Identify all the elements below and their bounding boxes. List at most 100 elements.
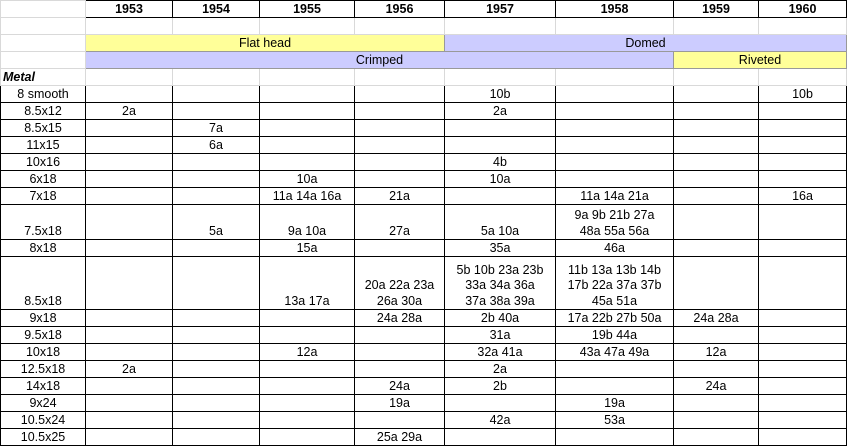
table-cell xyxy=(259,85,355,103)
table-cell xyxy=(85,204,173,240)
table-row: 9.5x18 31a 19b 44a xyxy=(0,326,847,344)
table-cell: 9a 9b 21b 27a 48a 55a 56a xyxy=(555,204,674,240)
table-cell xyxy=(354,119,445,137)
metal-label-row: Metal xyxy=(0,68,847,86)
table-cell xyxy=(758,170,847,188)
table-cell xyxy=(444,119,556,137)
table-cell xyxy=(758,153,847,171)
table-cell xyxy=(758,377,847,395)
table-cell: 11b 13a 13b 14b 17b 22a 37a 37b 45a 51a xyxy=(555,256,674,310)
table-cell xyxy=(259,428,355,446)
table-cell xyxy=(259,102,355,120)
size-label: 9x24 xyxy=(0,394,86,412)
table-cell: 6a xyxy=(172,136,260,154)
table-cell xyxy=(673,85,759,103)
year-header: 1953 xyxy=(85,0,173,18)
table-cell xyxy=(259,377,355,395)
table-cell xyxy=(758,326,847,344)
table-cell xyxy=(555,170,674,188)
year-header-row: 1953 1954 1955 1956 1957 1958 1959 1960 xyxy=(0,0,847,18)
table-cell xyxy=(555,153,674,171)
table-row: 10x16 4b xyxy=(0,153,847,171)
table-cell: 9a 10a xyxy=(259,204,355,240)
table-row: 9x18 24a 28a 2b 40a 17a 22b 27b 50a 24a 28a xyxy=(0,309,847,327)
table-cell xyxy=(85,309,173,327)
table-row: 12.5x18 2a 2a xyxy=(0,360,847,378)
table-row: 14x18 24a 2b 24a xyxy=(0,377,847,395)
table-cell xyxy=(259,394,355,412)
table-cell xyxy=(673,204,759,240)
table-cell xyxy=(259,136,355,154)
table-cell: 42a xyxy=(444,411,556,429)
size-label: 12.5x18 xyxy=(0,360,86,378)
table-cell: 12a xyxy=(673,343,759,361)
table-cell xyxy=(259,153,355,171)
table-cell xyxy=(259,360,355,378)
year-header: 1959 xyxy=(673,0,759,18)
table-cell xyxy=(85,170,173,188)
table-cell xyxy=(172,394,260,412)
size-label: 6x18 xyxy=(0,170,86,188)
table-cell: 19b 44a xyxy=(555,326,674,344)
table-cell: 10b xyxy=(444,85,556,103)
table-cell: 13a 17a xyxy=(259,256,355,310)
table-row: 8 smooth 10b 10b xyxy=(0,85,847,103)
fastening-row: Crimped Riveted xyxy=(0,51,847,69)
riveted-band: Riveted xyxy=(673,51,847,69)
table-cell xyxy=(85,326,173,344)
table-cell xyxy=(673,187,759,205)
table-cell xyxy=(259,326,355,344)
size-label: 8.5x18 xyxy=(0,256,86,310)
table-cell: 7a xyxy=(172,119,260,137)
table-cell xyxy=(758,136,847,154)
size-label: 7x18 xyxy=(0,187,86,205)
table-cell xyxy=(85,85,173,103)
table-cell xyxy=(673,239,759,257)
table-row: 8.5x18 13a 17a 20a 22a 23a 26a 30a 5b 10b 23… xyxy=(0,256,847,310)
table-cell xyxy=(758,119,847,137)
table-row: 8.5x15 7a xyxy=(0,119,847,137)
table-row: 6x18 10a 10a xyxy=(0,170,847,188)
table-row: 10.5x24 42a 53a xyxy=(0,411,847,429)
table-cell: 11a 14a 21a xyxy=(555,187,674,205)
spacer-row xyxy=(0,17,847,35)
size-label: 10.5x25 xyxy=(0,428,86,446)
table-cell: 31a xyxy=(444,326,556,344)
table-cell xyxy=(172,153,260,171)
table-cell: 2b 40a xyxy=(444,309,556,327)
table-cell: 20a 22a 23a 26a 30a xyxy=(354,256,445,310)
table-cell: 27a xyxy=(354,204,445,240)
table-cell xyxy=(555,119,674,137)
table-row: 11x15 6a xyxy=(0,136,847,154)
table-row: 10x18 12a 32a 41a 43a 47a 49a 12a xyxy=(0,343,847,361)
table-cell xyxy=(259,119,355,137)
size-label: 11x15 xyxy=(0,136,86,154)
crimped-band: Crimped xyxy=(85,51,674,69)
table-cell xyxy=(758,411,847,429)
table-cell xyxy=(354,85,445,103)
size-label: 8.5x12 xyxy=(0,102,86,120)
table-cell xyxy=(555,360,674,378)
table-cell xyxy=(758,239,847,257)
size-label: 8.5x15 xyxy=(0,119,86,137)
table-cell xyxy=(444,136,556,154)
table-cell: 5a 10a xyxy=(444,204,556,240)
table-cell xyxy=(172,102,260,120)
table-cell xyxy=(444,394,556,412)
table-cell xyxy=(758,394,847,412)
table-cell xyxy=(85,343,173,361)
table-cell xyxy=(758,360,847,378)
size-label: 8 smooth xyxy=(0,85,86,103)
table-cell xyxy=(85,428,173,446)
size-label: 14x18 xyxy=(0,377,86,395)
table-cell xyxy=(673,136,759,154)
table-cell xyxy=(354,153,445,171)
table-cell xyxy=(555,428,674,446)
table-cell: 15a xyxy=(259,239,355,257)
table-cell xyxy=(85,239,173,257)
table-cell xyxy=(758,343,847,361)
size-label: 10x16 xyxy=(0,153,86,171)
flat-head-band: Flat head xyxy=(85,34,445,52)
year-header: 1954 xyxy=(172,0,260,18)
year-header: 1957 xyxy=(444,0,556,18)
